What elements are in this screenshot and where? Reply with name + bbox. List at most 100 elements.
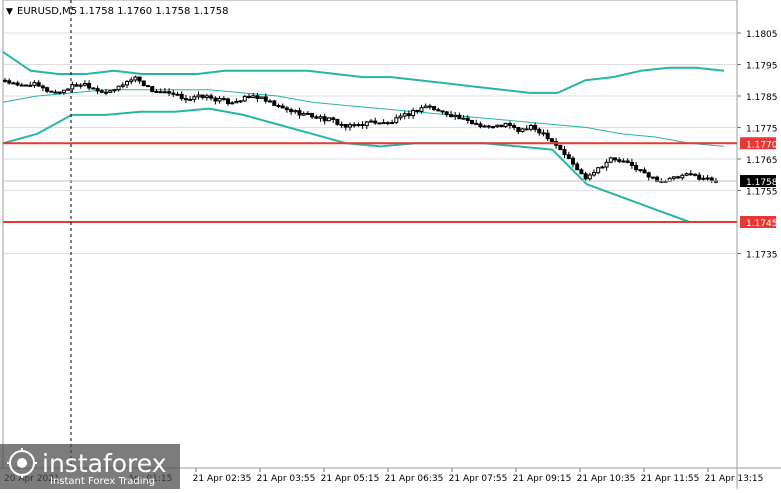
candle-body (49, 90, 54, 93)
candle-body (120, 84, 125, 87)
candle-body (625, 160, 630, 163)
candle-body (369, 120, 373, 123)
candle-body (676, 176, 681, 179)
candle-body (545, 132, 550, 140)
candle-body (461, 117, 466, 120)
candle-body (457, 114, 462, 120)
candle-body (7, 80, 12, 84)
candle-body (549, 138, 554, 143)
candle-body (158, 91, 163, 94)
candle-body (650, 176, 655, 179)
candle-body (95, 88, 100, 92)
candle-body (116, 85, 121, 91)
candle-body (326, 117, 331, 122)
candle-body (146, 85, 150, 88)
candle-body (226, 98, 230, 105)
candle-body (322, 116, 327, 122)
candle-body (343, 124, 348, 128)
candle-body (196, 94, 201, 98)
candle-body (305, 112, 310, 115)
candle-body (655, 176, 660, 183)
candle-body (385, 122, 390, 125)
candle-body (465, 117, 470, 121)
candle-body (242, 95, 247, 102)
candle-body (558, 144, 563, 151)
candle-body (474, 122, 479, 125)
candle-body (28, 84, 33, 87)
candle-body (680, 174, 685, 179)
candle-body (213, 97, 218, 102)
candle-body (314, 116, 319, 119)
price-tick-label: 1.1785 (746, 93, 778, 103)
candle-body (268, 100, 272, 103)
candles (3, 75, 718, 184)
candle-body (373, 120, 378, 124)
instaforex-watermark: instaforex Instant Forex Trading (0, 444, 180, 489)
candle-body (524, 128, 529, 131)
candle-body (499, 124, 504, 128)
candle-body (533, 125, 538, 130)
candle-body (503, 122, 508, 128)
instaforex-logo-icon (7, 448, 37, 478)
candle-body (478, 123, 483, 128)
candle-body (398, 115, 403, 119)
candle-body (335, 118, 340, 125)
candle-body (255, 95, 260, 99)
time-tick-label: 21 Apr 06:35 (385, 474, 444, 484)
candle-body (646, 172, 651, 178)
candle-body (444, 111, 449, 116)
candle-body (112, 89, 117, 92)
candle-body (53, 91, 58, 94)
candle-body (36, 82, 41, 87)
candle-body (234, 101, 239, 104)
candle-body (394, 117, 399, 124)
candle-body (617, 159, 622, 162)
candle-body (125, 81, 129, 86)
candle-body (11, 82, 16, 85)
candle-body (91, 87, 96, 90)
candle-body (137, 76, 142, 82)
symbol-menu-icon[interactable]: ▼ (6, 7, 13, 17)
candle-body (486, 125, 491, 128)
candle-body (520, 128, 525, 133)
candle-body (133, 76, 138, 81)
candle-body (276, 105, 281, 107)
candle-body (32, 82, 37, 86)
level-lines[interactable]: 1.1770 1.1745 (3, 137, 778, 229)
candle-body (352, 124, 357, 127)
ohlc-readout: 1.1758 1.1760 1.1758 1.1758 (79, 6, 229, 17)
candle-body (562, 149, 567, 156)
price-tick-label: 1.1775 (746, 125, 778, 135)
level-price-label: 1.1770 (746, 140, 778, 150)
candle-body (188, 98, 193, 101)
time-tick-label: 21 Apr 07:55 (449, 474, 508, 484)
candle-body (495, 124, 500, 128)
candle-body (129, 79, 134, 83)
candle-body (259, 96, 264, 99)
price-tick-label: 1.1755 (746, 188, 778, 198)
candle-body (705, 177, 710, 180)
candle-body (579, 169, 584, 175)
candle-body (331, 117, 336, 120)
candle-body (697, 174, 702, 180)
candle-body (671, 176, 676, 179)
candle-body (528, 125, 533, 130)
time-tick-label: 21 Apr 02:35 (193, 474, 252, 484)
candle-body (402, 113, 407, 117)
candle-body (634, 165, 639, 171)
candle-body (66, 88, 71, 91)
current-price-tag (740, 175, 776, 188)
candle-body (301, 113, 306, 116)
level-price-tag (740, 137, 776, 150)
level-price-label: 1.1745 (746, 219, 778, 229)
price-tick-label: 1.1795 (746, 62, 778, 72)
symbol-label: EURUSD,M5 (17, 6, 77, 17)
candle-body (423, 105, 428, 109)
candle-body (491, 126, 495, 129)
candle-body (209, 95, 214, 99)
bollinger-bands (2, 51, 725, 223)
candle-body (40, 85, 45, 89)
candle-body (230, 102, 235, 105)
